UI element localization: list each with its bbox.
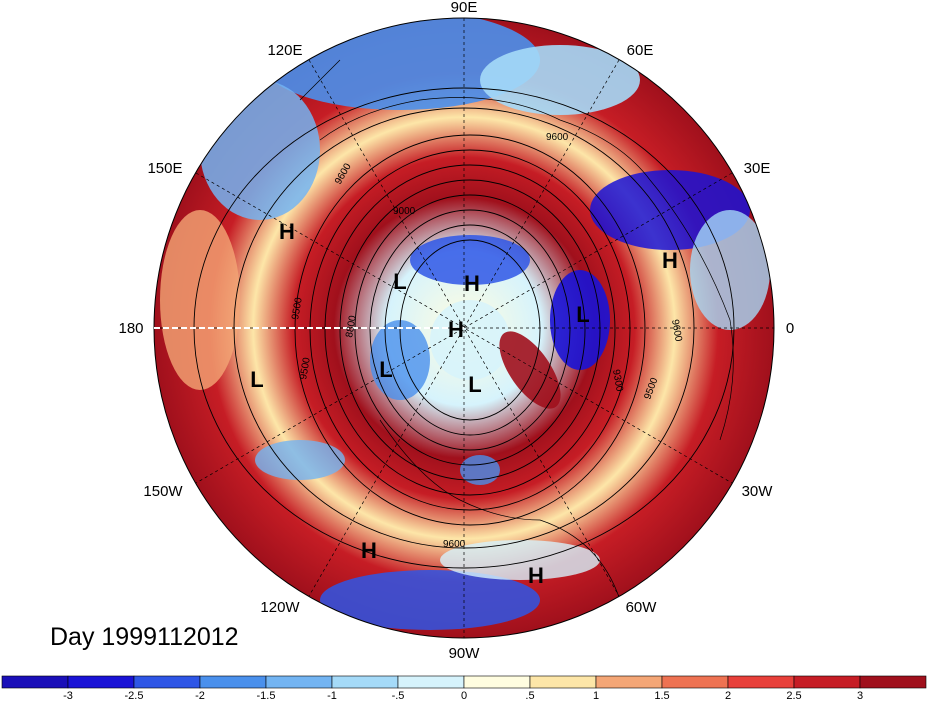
colorbar-tick-label: 1.5: [654, 690, 669, 702]
contour-label: 9500: [290, 296, 305, 320]
lon-label-150e: 150E: [147, 160, 182, 177]
pressure-center-label: L: [468, 372, 481, 397]
lon-label-60e: 60E: [627, 42, 654, 59]
contour-label: 9000: [393, 206, 416, 217]
pressure-center-label: L: [379, 357, 392, 382]
colorbar-swatch: [397, 675, 465, 689]
lon-label-150w: 150W: [143, 483, 183, 500]
lon-label-180: 180: [118, 320, 143, 337]
figure-title: Day 1999112012: [50, 623, 239, 651]
colorbar-tick-label: -2.5: [125, 690, 144, 702]
lon-label-120w: 120W: [260, 599, 300, 616]
lon-label-30e: 30E: [744, 160, 771, 177]
colorbar-swatch: [67, 675, 135, 689]
contour-label: 8800: [344, 314, 359, 338]
colorbar-tick-label: 2.5: [786, 690, 801, 702]
pressure-center-label: H: [448, 317, 464, 342]
lon-label-90e: 90E: [451, 0, 478, 16]
colorbar-tick-label: -1.5: [257, 690, 276, 702]
colorbar-tick-label: -3: [63, 690, 73, 702]
contour-label: 9600: [669, 319, 684, 343]
contour-label: 9600: [546, 132, 569, 143]
colorbar-tick-label: 3: [857, 690, 863, 702]
colorbar-swatch: [331, 675, 399, 689]
colorbar-swatch: [529, 675, 597, 689]
lon-label-0: 0: [786, 320, 794, 337]
colorbar-swatch: [133, 675, 201, 689]
lon-label-120e: 120E: [267, 42, 302, 59]
colorbar-swatch: [793, 675, 861, 689]
colorbar-tick-label: 1: [593, 690, 599, 702]
anomaly-field: [154, 18, 774, 638]
colorbar-swatch: [199, 675, 267, 689]
colorbar-swatch: [1, 675, 69, 689]
colorbar-tick-label: 0: [461, 690, 467, 702]
pressure-center-label: H: [279, 219, 295, 244]
colorbar-tick-label: 2: [725, 690, 731, 702]
colorbar-swatch: [463, 675, 531, 689]
colorbar-swatch: [661, 675, 729, 689]
coastlines: [299, 59, 734, 601]
colorbar-swatch: [859, 675, 927, 689]
colorbar-tick-label: -2: [195, 690, 205, 702]
lon-label-30w: 30W: [742, 483, 774, 500]
colorbar-tick-label: .5: [525, 690, 534, 702]
colorbar-tick-label: -1: [327, 690, 337, 702]
lon-label-90w: 90W: [449, 645, 481, 662]
lon-label-60w: 60W: [626, 599, 658, 616]
pressure-center-label: L: [393, 269, 406, 294]
pressure-center-label: L: [250, 367, 263, 392]
contour-label: 9600: [443, 539, 466, 550]
colorbar-swatch: [727, 675, 795, 689]
pressure-center-label: H: [662, 248, 678, 273]
contour-label: 9300: [610, 369, 625, 393]
colorbar: -3 -2.5 -2 -1.5 -1 -.5 0 .5 1 1.5 2 2.5 3: [1, 675, 927, 702]
pressure-center-label: H: [464, 271, 480, 296]
colorbar-tick-label: -.5: [392, 690, 405, 702]
colorbar-swatch: [595, 675, 663, 689]
colorbar-swatch: [265, 675, 333, 689]
pressure-center-label: L: [576, 302, 589, 327]
pressure-center-label: H: [361, 538, 377, 563]
contour-label: 9500: [298, 356, 313, 380]
pressure-center-label: H: [528, 563, 544, 588]
